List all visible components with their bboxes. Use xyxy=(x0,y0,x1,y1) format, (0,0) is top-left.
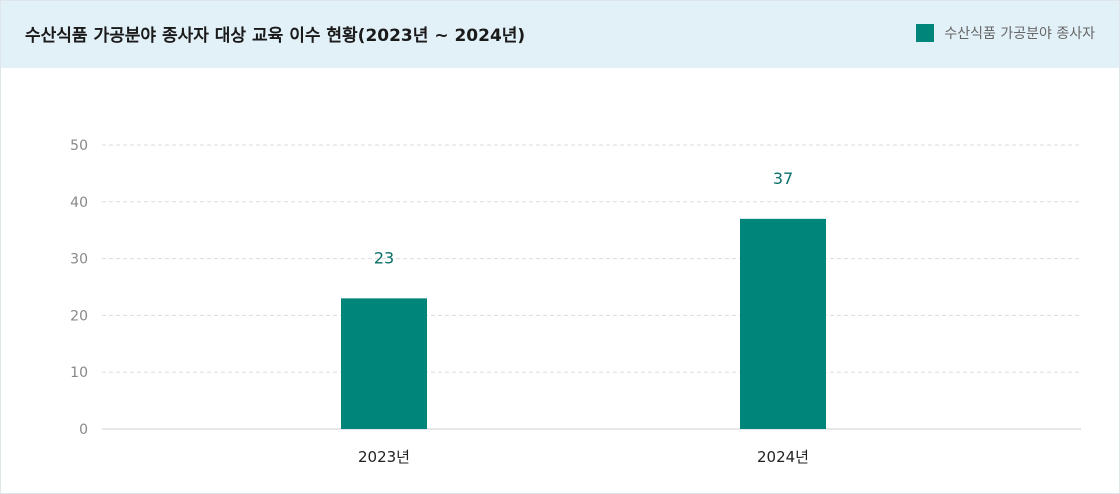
chart-header: 수산식품 가공분야 종사자 대상 교육 이수 현황(2023년 ~ 2024년)… xyxy=(1,1,1119,68)
legend-label: 수산식품 가공분야 종사자 xyxy=(944,26,1095,42)
x-tick-label: 2024년 xyxy=(757,448,809,466)
chart-title: 수산식품 가공분야 종사자 대상 교육 이수 현황(2023년 ~ 2024년) xyxy=(25,26,526,46)
data-label: 37 xyxy=(773,169,793,188)
y-tick-label: 40 xyxy=(70,195,88,211)
y-tick-label: 30 xyxy=(70,252,88,268)
y-tick-label: 20 xyxy=(70,308,88,324)
x-tick-label: 2023년 xyxy=(358,448,410,466)
y-tick-label: 10 xyxy=(70,365,88,381)
bar xyxy=(341,298,427,429)
bar xyxy=(740,218,826,429)
y-tick-label: 50 xyxy=(70,138,88,154)
legend-swatch xyxy=(916,24,935,42)
data-label: 23 xyxy=(374,248,394,267)
legend: 수산식품 가공분야 종사자 xyxy=(916,23,1095,43)
y-tick-label: 0 xyxy=(79,422,88,438)
